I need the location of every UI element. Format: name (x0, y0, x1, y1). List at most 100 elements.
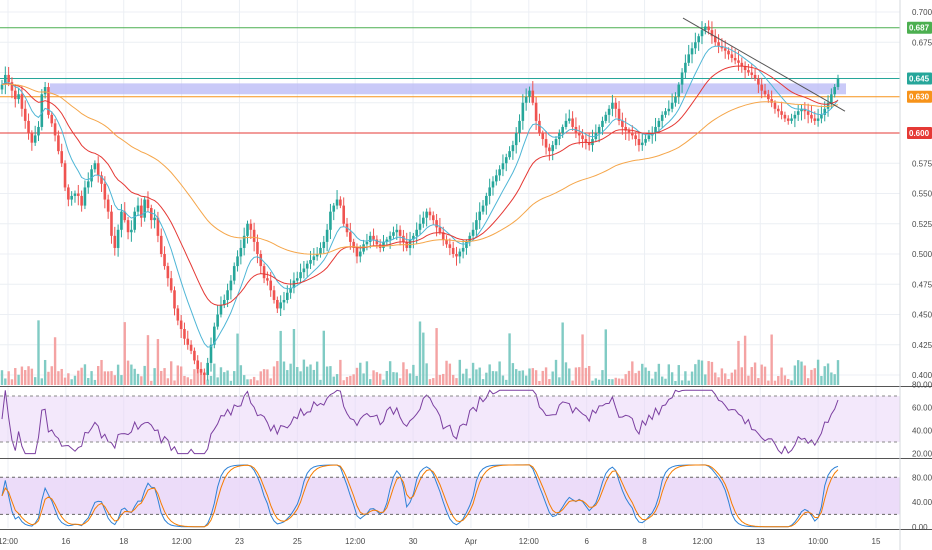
volume-bar (166, 378, 170, 385)
candle-body (743, 66, 747, 71)
volume-bar (143, 365, 146, 385)
candle-body (471, 229, 475, 236)
candle-body (232, 266, 236, 281)
candle-body (163, 254, 166, 267)
candle-body (524, 96, 528, 103)
candle-body (657, 120, 661, 127)
candle-body (50, 114, 54, 124)
candle-body (445, 239, 448, 245)
volume-bar (120, 375, 123, 385)
price-tick: 0.450 (912, 311, 932, 320)
volume-bar (136, 373, 140, 385)
volume-bar (521, 370, 525, 385)
volume-bar (773, 380, 777, 385)
volume-bar (126, 360, 130, 385)
volume-bar (584, 367, 588, 385)
volume-bar (737, 340, 740, 385)
volume-bar (783, 375, 787, 385)
volume-bar (20, 366, 24, 385)
price-axis: 0.700 0.675 0.575 0.550 0.525 0.500 0.475 0.450… (912, 8, 932, 380)
candle-body (23, 108, 27, 121)
descending-trendline[interactable] (682, 17, 846, 112)
price-tag-bg (907, 21, 932, 34)
candle-body (624, 126, 627, 131)
volume-bar (568, 368, 571, 385)
volume-bar (106, 371, 110, 385)
candle-body (368, 235, 372, 242)
volume-bar (524, 375, 528, 385)
stoch-d (1, 464, 839, 528)
volume-bar (93, 379, 97, 385)
time-tick: 23 (235, 537, 244, 546)
candle-body (601, 120, 604, 127)
volume-bar (694, 364, 697, 385)
volume-bar (359, 362, 362, 385)
candle-body (47, 87, 50, 115)
volume-bar (780, 367, 783, 385)
volume-bar (714, 372, 717, 385)
volume-bar (787, 378, 790, 385)
candle-body (13, 90, 17, 100)
time-tick: 12:00 (345, 537, 366, 546)
candle-body (813, 118, 817, 121)
volume-bar (830, 372, 833, 385)
volume-bar (491, 371, 495, 385)
volume-bar (216, 377, 219, 385)
candle-body (836, 78, 840, 88)
candle-body (700, 30, 704, 37)
candle-body (96, 163, 100, 176)
candle-body (83, 187, 87, 206)
volume-bar (276, 361, 279, 385)
candle-body (528, 90, 531, 97)
price-tag-bg (907, 90, 932, 103)
candle-body (398, 229, 402, 236)
volume-bar (677, 365, 680, 385)
volume-bar (724, 373, 727, 385)
volume-bar (717, 377, 720, 385)
price-tick: 0.525 (912, 220, 932, 229)
volume-bar (375, 372, 379, 385)
candle-body (767, 94, 770, 100)
price-tag-bg (907, 127, 932, 139)
candle-body (249, 223, 253, 230)
candle-body (37, 126, 40, 136)
volume-bar (415, 375, 418, 385)
candle-body (252, 229, 256, 242)
volume-bar (498, 361, 501, 385)
candle-body (73, 193, 77, 196)
volume-bar (199, 370, 203, 385)
candle-body (551, 145, 554, 152)
candle-body (425, 211, 428, 218)
volume-bar (53, 337, 57, 385)
volume-bar (163, 368, 166, 385)
candle-body (229, 280, 233, 291)
candle-body (30, 133, 34, 143)
candle-body (282, 299, 286, 303)
candle-body (222, 299, 226, 305)
volume-bar (37, 320, 40, 385)
candle-body (342, 205, 345, 224)
candle-body (431, 215, 435, 221)
volume-bar (478, 367, 481, 385)
volume-bar (226, 370, 229, 385)
candle-body (587, 142, 591, 146)
volume-bar (408, 373, 412, 385)
volume-bar (369, 379, 372, 385)
volume-bar (670, 372, 674, 385)
volume-bar (43, 359, 47, 385)
price-tag-label: 0.687 (909, 24, 930, 33)
candle-body (485, 195, 488, 206)
candle-body (581, 135, 584, 140)
volume-bar (617, 378, 621, 385)
candle-body (704, 26, 707, 31)
volume-bar (538, 380, 541, 385)
stoch-tick: 40.00 (912, 498, 932, 507)
volume-bar (654, 371, 657, 385)
volume-bar (445, 360, 448, 385)
candle-body (760, 84, 763, 91)
volume-bar (206, 379, 209, 385)
time-tick: 10:00 (808, 537, 829, 546)
volume-bar (451, 374, 455, 385)
candle-body (90, 169, 93, 182)
